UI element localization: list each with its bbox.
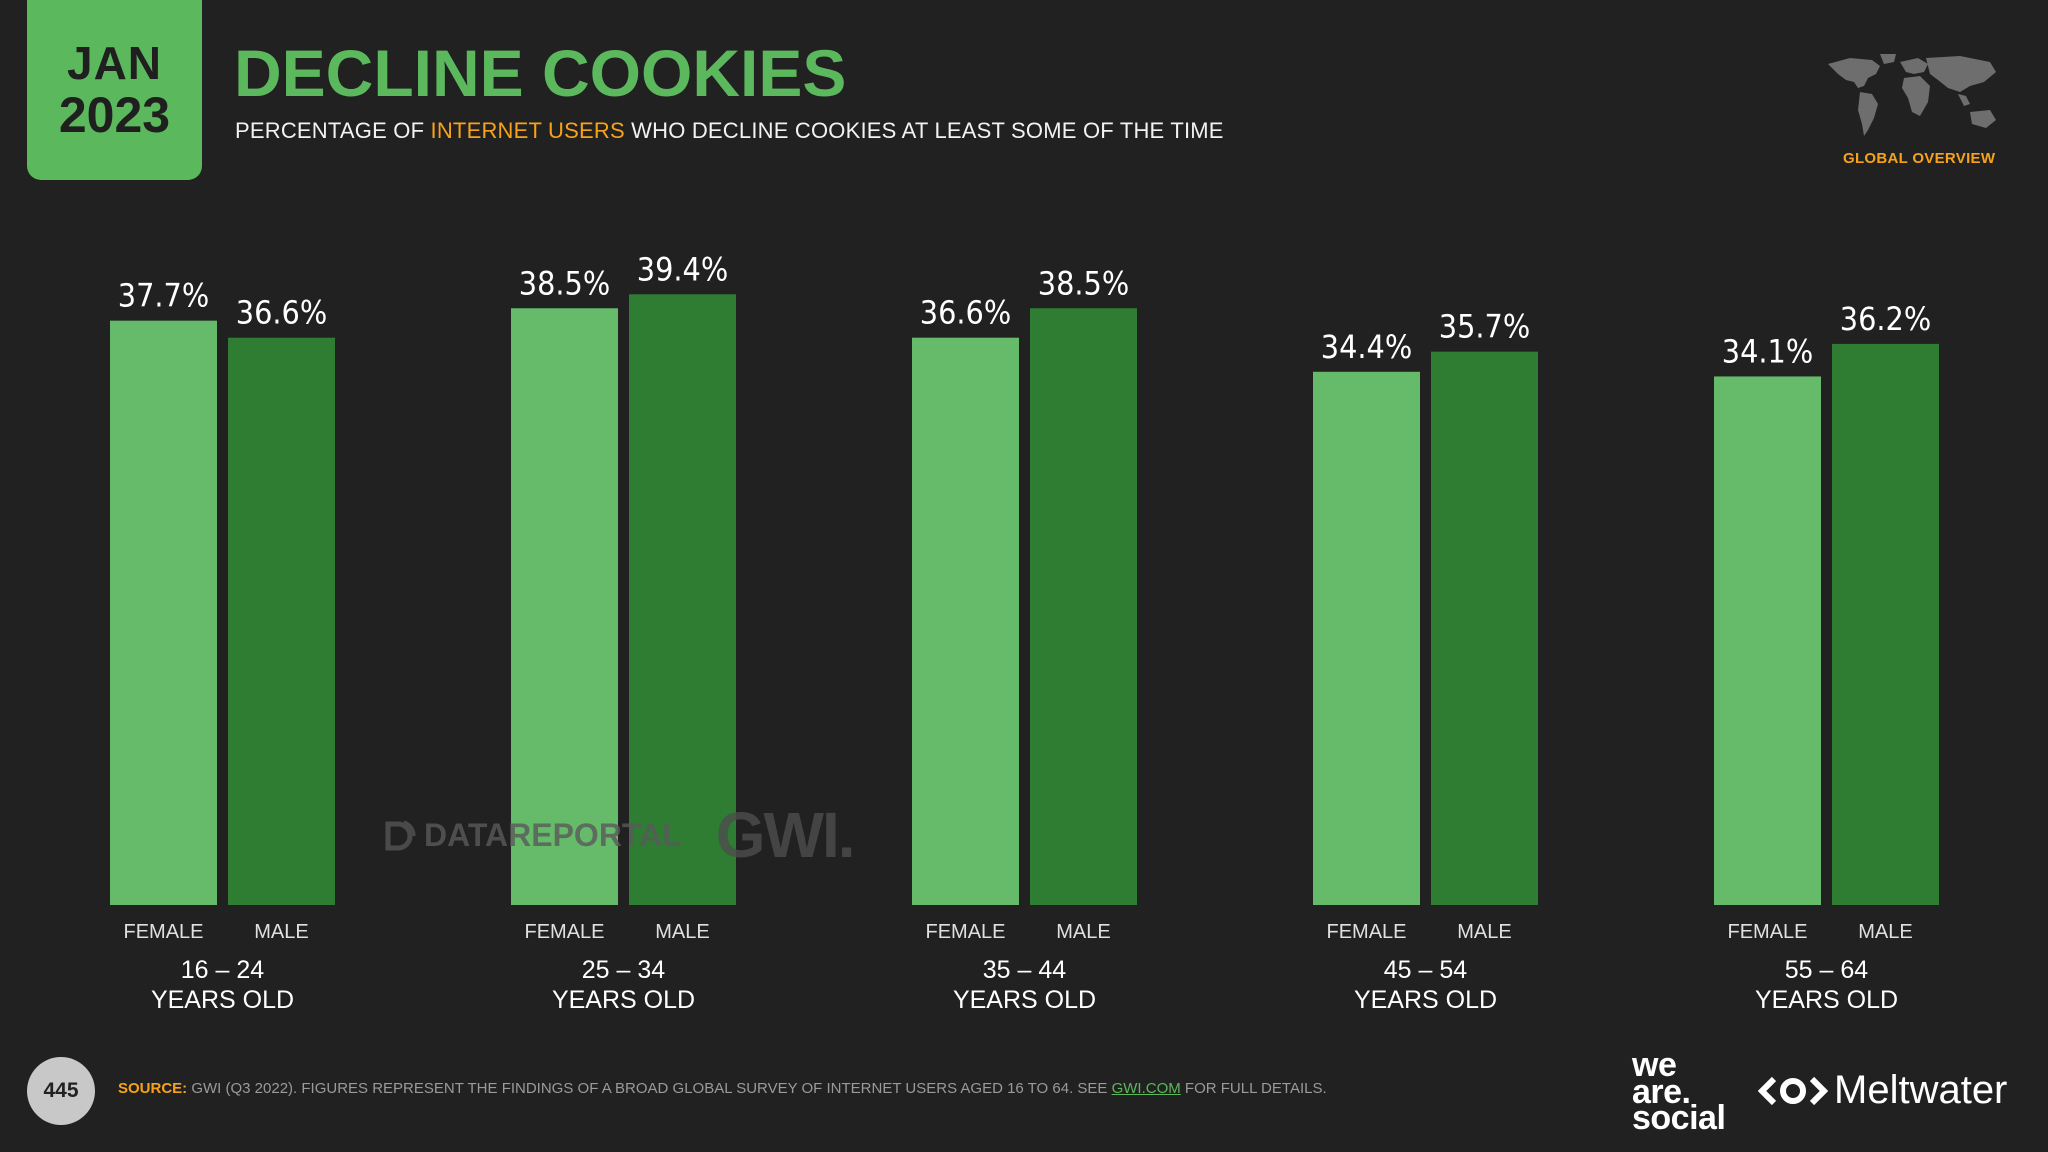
series-label-male-4: MALE [1457, 921, 1511, 943]
category-sublabel-1: YEARS OLD [151, 986, 294, 1014]
source-suffix: FOR FULL DETAILS. [1180, 1080, 1327, 1097]
bar-female-2 [511, 308, 618, 905]
data-label-male-2: 39.4% [637, 250, 728, 288]
series-label-male-3: MALE [1056, 921, 1110, 943]
source-text: GWI (Q3 2022). FIGURES REPRESENT THE FIN… [187, 1080, 1112, 1097]
data-label-male-3: 38.5% [1038, 264, 1129, 302]
brand-are: are. [1632, 1072, 1691, 1111]
data-label-female-1: 37.7% [118, 277, 209, 315]
meltwater-logo: Meltwater [1758, 1068, 2007, 1113]
page-number: 445 [27, 1057, 95, 1125]
subtitle-suffix: WHO DECLINE COOKIES AT LEAST SOME OF THE… [624, 118, 1224, 143]
world-map-icon [1828, 54, 1996, 136]
series-label-male-1: MALE [254, 921, 308, 943]
bar-female-1 [110, 320, 217, 905]
bar-female-3 [912, 337, 1019, 905]
bar-male-2 [629, 294, 736, 905]
series-label-female-3: FEMALE [925, 921, 1005, 943]
brand-social: social [1632, 1099, 1726, 1138]
brand-we: we [1632, 1046, 1677, 1084]
watermark: DATAREPORTAL GWI. [384, 798, 856, 872]
subtitle-prefix: PERCENTAGE OF [235, 118, 431, 143]
category-label-5: 55 – 64 [1785, 956, 1869, 984]
brand-meltwater: Meltwater [1834, 1068, 2008, 1112]
data-label-female-2: 38.5% [519, 264, 610, 302]
subtitle-highlight: INTERNET USERS [430, 118, 625, 143]
category-label-4: 45 – 54 [1384, 956, 1468, 984]
page-title: DECLINE COOKIES [234, 36, 847, 110]
series-label-female-5: FEMALE [1727, 921, 1807, 943]
bar-male-4 [1431, 351, 1538, 905]
bar-male-1 [228, 337, 335, 905]
bar-male-5 [1832, 343, 1939, 905]
data-label-male-4: 35.7% [1439, 308, 1530, 346]
data-label-female-5: 34.1% [1722, 332, 1813, 370]
data-label-male-1: 36.6% [236, 294, 327, 332]
global-overview-label: GLOBAL OVERVIEW [1843, 150, 1996, 167]
category-sublabel-4: YEARS OLD [1354, 986, 1497, 1014]
category-label-1: 16 – 24 [181, 956, 265, 984]
bar-female-4 [1313, 371, 1420, 905]
date-month: JAN [66, 37, 163, 89]
source-link[interactable]: GWI.COM [1111, 1080, 1181, 1097]
series-label-female-1: FEMALE [123, 921, 203, 943]
date-badge: JAN 2023 [27, 0, 202, 180]
data-label-female-3: 36.6% [920, 294, 1011, 332]
date-year: 2023 [58, 87, 171, 143]
source-label: SOURCE: [118, 1080, 188, 1097]
series-label-male-2: MALE [655, 921, 709, 943]
category-label-3: 35 – 44 [983, 956, 1067, 984]
datareportal-watermark: DATAREPORTAL [424, 816, 682, 853]
bar-female-5 [1714, 376, 1821, 905]
category-label-2: 25 – 34 [582, 956, 666, 984]
source-note: SOURCE: GWI (Q3 2022). FIGURES REPRESENT… [118, 1080, 1327, 1097]
bar-male-3 [1030, 308, 1137, 905]
series-label-male-5: MALE [1858, 921, 1912, 943]
meltwater-icon [1758, 1076, 1828, 1105]
series-label-female-2: FEMALE [524, 921, 604, 943]
series-label-female-4: FEMALE [1326, 921, 1406, 943]
data-label-female-4: 34.4% [1321, 328, 1412, 366]
data-label-male-5: 36.2% [1840, 300, 1931, 338]
category-sublabel-5: YEARS OLD [1755, 986, 1898, 1014]
datareportal-logo-icon [385, 820, 416, 851]
page-subtitle: PERCENTAGE OF INTERNET USERS WHO DECLINE… [235, 118, 1224, 144]
gwi-watermark: GWI. [715, 799, 856, 871]
category-sublabel-2: YEARS OLD [552, 986, 695, 1014]
we-are-social-logo: we are. social [1632, 1046, 1726, 1138]
category-sublabel-3: YEARS OLD [953, 986, 1096, 1014]
